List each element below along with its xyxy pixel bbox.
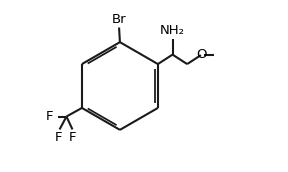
Text: O: O [197, 48, 207, 61]
Text: Br: Br [112, 13, 126, 26]
Text: F: F [69, 131, 77, 144]
Text: F: F [55, 131, 62, 144]
Text: NH₂: NH₂ [160, 24, 185, 37]
Text: F: F [46, 110, 53, 123]
